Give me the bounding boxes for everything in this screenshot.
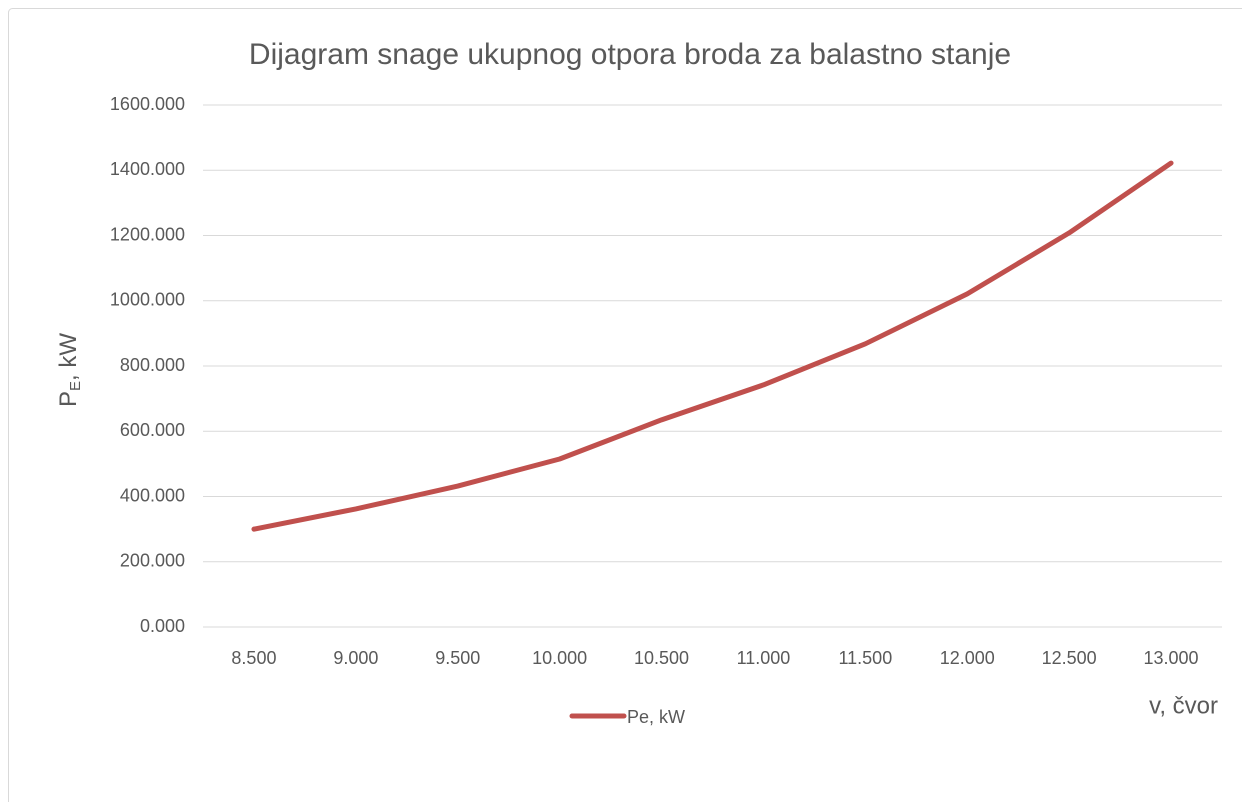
legend-label: Pe, kW bbox=[627, 707, 685, 727]
y-axis-label-rest: , kW bbox=[55, 333, 82, 381]
y-axis-label-main: P bbox=[55, 391, 82, 407]
y-tick-label: 1400.000 bbox=[110, 159, 185, 179]
x-tick-label: 8.500 bbox=[231, 648, 276, 668]
x-tick-label: 10.000 bbox=[532, 648, 587, 668]
y-tick-label: 1200.000 bbox=[110, 224, 185, 244]
y-tick-label: 0.000 bbox=[140, 616, 185, 636]
y-tick-label: 1000.000 bbox=[110, 290, 185, 310]
y-axis-label-sub: E bbox=[67, 381, 84, 391]
y-tick-label: 1600.000 bbox=[110, 94, 185, 114]
data-line bbox=[251, 160, 1174, 532]
y-tick-label: 600.000 bbox=[120, 420, 185, 440]
y-tick-label: 200.000 bbox=[120, 551, 185, 571]
x-tick-label: 11.000 bbox=[737, 648, 791, 668]
chart-border bbox=[8, 8, 1242, 802]
x-tick-label: 9.500 bbox=[435, 648, 480, 668]
x-axis-label: v, čvor bbox=[1149, 692, 1218, 719]
x-tick-label: 10.500 bbox=[634, 648, 689, 668]
y-tick-label: 800.000 bbox=[120, 355, 185, 375]
y-tick-label: 400.000 bbox=[120, 485, 185, 505]
chart-title: Dijagram snage ukupnog otpora broda za b… bbox=[249, 38, 1011, 71]
x-tick-label: 13.000 bbox=[1144, 648, 1199, 668]
x-tick-label: 12.500 bbox=[1042, 648, 1097, 668]
y-axis-label: PE, kW bbox=[55, 333, 84, 407]
x-tick-label: 9.000 bbox=[333, 648, 378, 668]
x-tick-label: 12.000 bbox=[940, 648, 995, 668]
x-tick-label: 11.500 bbox=[838, 648, 892, 668]
